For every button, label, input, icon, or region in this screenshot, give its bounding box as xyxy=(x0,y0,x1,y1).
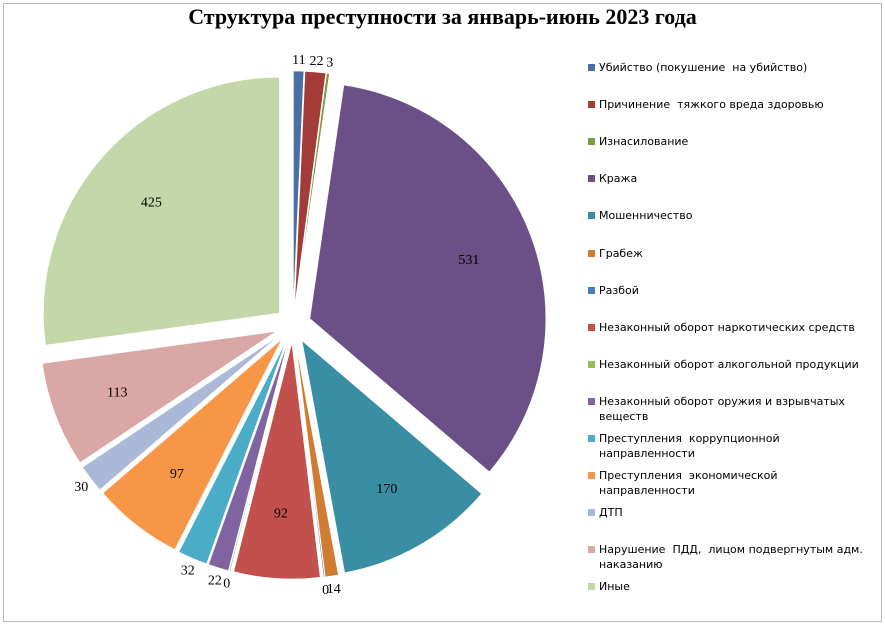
pie-slice xyxy=(208,342,289,571)
legend: Убийство (покушение на убийство) Причинен… xyxy=(588,0,878,620)
data-label: 0 xyxy=(322,583,329,598)
pie-slice xyxy=(102,338,283,550)
pie-slice xyxy=(233,342,321,580)
legend-label: Грабеж xyxy=(599,246,643,260)
pie-slice xyxy=(43,76,280,346)
data-label: 0 xyxy=(223,577,230,592)
legend-swatch xyxy=(588,435,595,442)
legend-swatch xyxy=(588,138,595,146)
data-label: 170 xyxy=(376,482,397,497)
data-label: 11 xyxy=(292,53,305,68)
legend-swatch xyxy=(588,64,595,71)
pie-slice xyxy=(309,84,547,473)
legend-label: Разбой xyxy=(599,283,639,297)
legend-label: Кража xyxy=(599,172,638,186)
legend-label: Причинение тяжкого вреда здоровью xyxy=(599,98,824,112)
data-label: 14 xyxy=(327,582,341,597)
legend-label: Нарушение ПДД, лицом подвергнутым адм. н… xyxy=(599,543,867,572)
legend-swatch xyxy=(588,212,595,220)
pie-slice xyxy=(293,70,305,308)
legend-label: ДТП xyxy=(599,506,623,520)
pie-slice xyxy=(295,72,330,308)
data-label: 3 xyxy=(326,56,333,71)
data-label: 97 xyxy=(170,467,184,482)
legend-swatch xyxy=(588,509,595,517)
pie-slice xyxy=(294,342,326,578)
pie-slice xyxy=(228,342,289,572)
legend-label: Иные xyxy=(599,580,630,594)
legend-label: Убийство (покушение на убийство) xyxy=(599,61,808,74)
legend-swatch xyxy=(588,101,595,109)
pie-slice xyxy=(42,331,277,464)
legend-label: Преступления экономической направленност… xyxy=(599,469,782,498)
pie-slice xyxy=(295,342,339,578)
pie-slice xyxy=(294,70,327,308)
legend-swatch xyxy=(588,175,595,183)
legend-swatch xyxy=(588,249,595,257)
pie-slice xyxy=(82,335,279,491)
data-label: 22 xyxy=(208,573,222,588)
legend-swatch xyxy=(588,397,595,405)
legend-swatch xyxy=(588,546,595,554)
legend-label: Мошенничество xyxy=(599,209,693,223)
legend-swatch xyxy=(588,286,595,294)
legend-swatch xyxy=(588,583,595,591)
legend-swatch xyxy=(588,472,595,480)
pie-slice xyxy=(178,341,287,565)
chart-title: Структура преступности за январь-июнь 20… xyxy=(188,4,697,29)
data-label: 92 xyxy=(274,507,288,522)
legend-label: Изнасилование xyxy=(599,135,689,149)
pie-slice xyxy=(301,339,482,574)
data-label: 22 xyxy=(310,54,324,69)
legend-swatch xyxy=(588,323,595,331)
legend-swatch xyxy=(588,360,595,368)
legend-label: Преступления коррупционной направленност… xyxy=(599,432,784,460)
legend-label: Незаконный оборот наркотических средств xyxy=(599,320,855,334)
legend-label: Незаконный оборот оружия и взрывчатых ве… xyxy=(599,394,849,423)
data-label: 113 xyxy=(107,386,127,401)
data-label: 531 xyxy=(458,253,479,268)
data-label: 425 xyxy=(141,196,162,211)
data-label: 30 xyxy=(74,480,88,495)
legend-label: Незаконный оборот алкогольной продукции xyxy=(599,357,859,371)
data-label: 32 xyxy=(181,563,195,578)
